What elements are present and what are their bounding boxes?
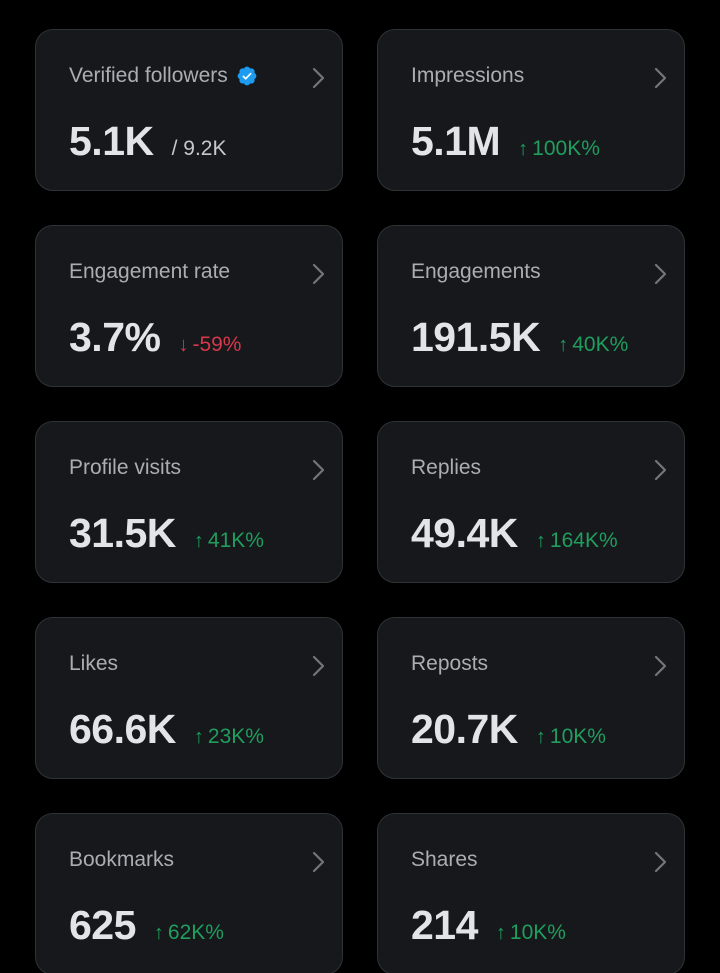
change-indicator: ↑ 100K% — [518, 137, 600, 161]
chevron-right-icon — [654, 263, 667, 285]
chevron-right-icon — [312, 655, 325, 677]
card-total: / 9.2K — [171, 137, 227, 160]
card-value: 191.5K — [411, 314, 541, 360]
change-value: 23K% — [207, 725, 264, 748]
change-indicator: ↑ 40K% — [558, 333, 628, 357]
card-label: Bookmarks — [69, 848, 175, 871]
card-value: 5.1K — [69, 118, 154, 164]
metric-card-bookmarks[interactable]: Bookmarks 625 ↑ 62K% — [35, 813, 343, 973]
card-label: Shares — [411, 848, 478, 871]
metric-card-reposts[interactable]: Reposts 20.7K ↑ 10K% — [377, 617, 685, 779]
chevron-right-icon — [654, 655, 667, 677]
arrow-up-icon: ↑ — [495, 922, 506, 944]
change-indicator: ↑ 164K% — [536, 529, 618, 553]
card-value: 31.5K — [69, 510, 176, 556]
card-value: 214 — [411, 902, 478, 948]
arrow-up-icon: ↑ — [518, 138, 529, 160]
card-label: Impressions — [411, 64, 525, 87]
arrow-up-icon: ↑ — [558, 334, 569, 356]
change-indicator: ↑ 62K% — [154, 921, 224, 945]
change-value: 40K% — [572, 333, 629, 356]
card-value: 5.1M — [411, 118, 501, 164]
chevron-right-icon — [312, 851, 325, 873]
metric-card-impressions[interactable]: Impressions 5.1M ↑ 100K% — [377, 29, 685, 191]
chevron-right-icon — [312, 459, 325, 481]
change-value: 164K% — [549, 529, 618, 552]
card-label: Likes — [69, 652, 119, 675]
metric-card-replies[interactable]: Replies 49.4K ↑ 164K% — [377, 421, 685, 583]
metric-card-engagements[interactable]: Engagements 191.5K ↑ 40K% — [377, 225, 685, 387]
card-label: Replies — [411, 456, 482, 479]
arrow-down-icon: ↓ — [178, 334, 189, 356]
metric-card-likes[interactable]: Likes 66.6K ↑ 23K% — [35, 617, 343, 779]
arrow-up-icon: ↑ — [535, 530, 546, 552]
card-value: 49.4K — [411, 510, 518, 556]
arrow-up-icon: ↑ — [535, 726, 546, 748]
change-indicator: ↑ 10K% — [536, 725, 606, 749]
change-indicator: ↑ 23K% — [194, 725, 264, 749]
card-label: Reposts — [411, 652, 489, 675]
verified-badge-icon — [237, 66, 257, 86]
card-label: Profile visits — [69, 456, 182, 479]
card-value: 66.6K — [69, 706, 176, 752]
card-label: Engagement rate — [69, 260, 231, 283]
chevron-right-icon — [312, 263, 325, 285]
chevron-right-icon — [312, 67, 325, 89]
chevron-right-icon — [654, 67, 667, 89]
card-value: 3.7% — [69, 314, 161, 360]
change-value: 100K% — [532, 137, 600, 160]
change-value: 10K% — [509, 921, 566, 944]
arrow-up-icon: ↑ — [193, 726, 204, 748]
metric-card-verified-followers[interactable]: Verified followers 5.1K / 9.2K — [35, 29, 343, 191]
change-indicator: ↑ 41K% — [194, 529, 264, 553]
card-value: 625 — [69, 902, 136, 948]
change-indicator: ↓ -59% — [178, 333, 241, 357]
arrow-up-icon: ↑ — [193, 530, 204, 552]
change-value: 41K% — [207, 529, 264, 552]
arrow-up-icon: ↑ — [153, 922, 164, 944]
card-label: Engagements — [411, 260, 541, 283]
change-value: 62K% — [167, 921, 224, 944]
metric-card-shares[interactable]: Shares 214 ↑ 10K% — [377, 813, 685, 973]
change-value: -59% — [192, 333, 242, 356]
card-value: 20.7K — [411, 706, 518, 752]
metric-card-profile-visits[interactable]: Profile visits 31.5K ↑ 41K% — [35, 421, 343, 583]
change-value: 10K% — [549, 725, 606, 748]
change-indicator: ↑ 10K% — [496, 921, 566, 945]
card-label: Verified followers — [69, 64, 228, 87]
chevron-right-icon — [654, 459, 667, 481]
metric-card-engagement-rate[interactable]: Engagement rate 3.7% ↓ -59% — [35, 225, 343, 387]
chevron-right-icon — [654, 851, 667, 873]
